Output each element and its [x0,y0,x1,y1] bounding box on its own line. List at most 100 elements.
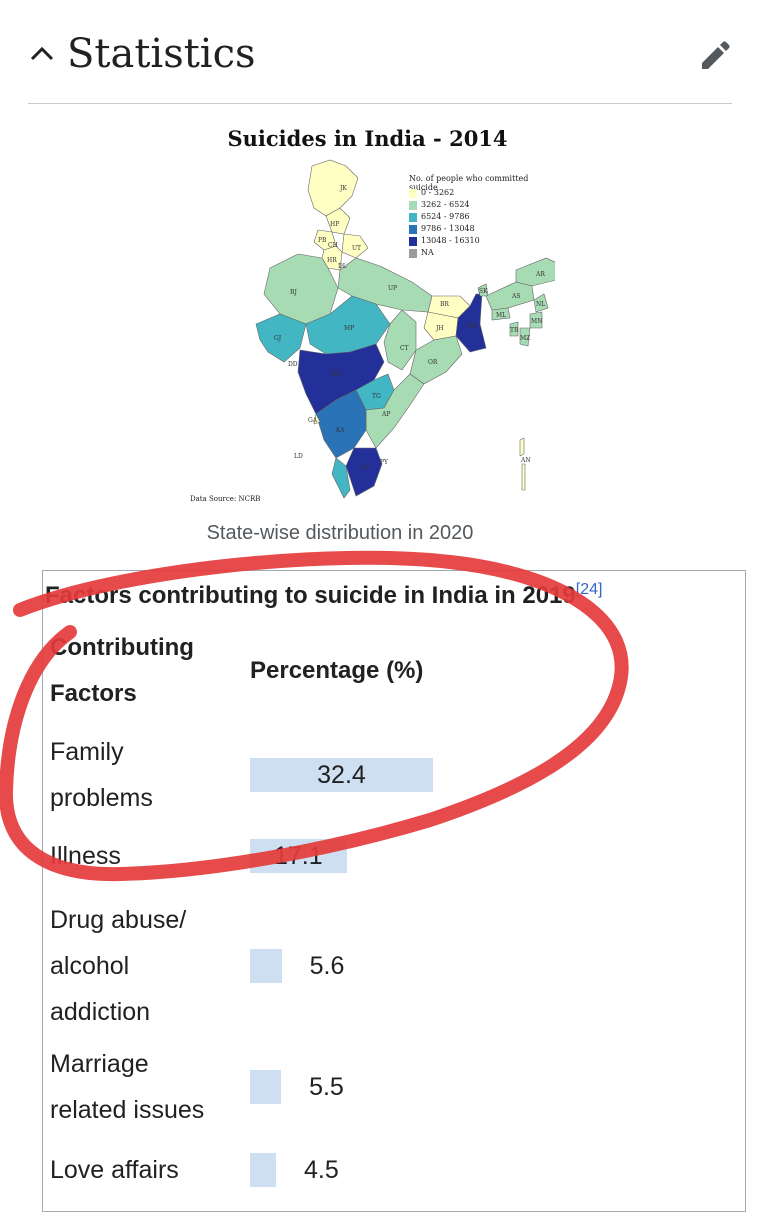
label-sk: SK [479,288,488,295]
state-an [519,437,526,491]
row-factor-label: Love affairs [50,1156,179,1184]
state-ga [313,413,321,425]
legend-swatch [409,224,417,234]
legend-item: 13048 - 16310 [409,236,480,247]
label-tr: TR [510,327,519,334]
label-tg: TG [372,393,381,400]
label-ch: CH [328,242,338,249]
legend-title: No. of people who committed suicide [409,174,529,192]
legend-item: 6524 - 9786 [409,212,470,223]
percentage-value: 17.1 [273,842,323,870]
label-dd: DD [288,361,298,368]
state-kl [331,457,351,499]
row-factor-label: Illness [50,842,121,870]
state-gj [255,313,307,363]
state-nl [533,293,549,313]
legend-swatch [409,236,417,246]
legend-swatch [409,200,417,210]
state-mz [519,327,531,347]
section-divider [28,103,732,104]
label-pb: PB [318,237,327,244]
legend-item: 0 - 3262 [409,188,454,199]
state-tn [345,447,383,497]
state-mp [305,295,391,355]
label-br: BR [440,301,449,308]
row-factor-label: Marriage related issues [50,1050,205,1124]
label-mh: MH [330,371,341,378]
label-ml: ML [496,312,506,319]
percentage-bar [250,1153,276,1187]
india-suicide-map-figure[interactable]: JK HP PB CH UT HR DL RJ UP BR SK AR AS N… [180,118,555,518]
legend-swatch [409,188,417,198]
label-ut: UT [352,245,361,252]
legend-label: 9786 - 13048 [421,224,475,233]
label-tn: TN [360,465,369,472]
label-mn: MN [531,318,542,325]
figure-caption: State-wise distribution in 2020 [206,522,474,544]
legend-swatch [409,212,417,222]
india-choropleth-map: JK HP PB CH UT HR DL RJ UP BR SK AR AS N… [255,159,555,499]
column-header-percentage: Percentage (%) [250,657,424,684]
label-ar: AR [535,271,545,278]
legend-item: 9786 - 13048 [409,224,475,235]
label-as: AS [511,293,520,300]
label-jh: JH [435,325,444,332]
label-mz: MZ [520,335,530,342]
label-wb: WB [466,323,477,330]
section-title: Statistics [67,31,256,77]
state-ml [491,307,511,321]
label-rj: RJ [290,289,298,296]
chevron-up-icon[interactable] [28,40,56,68]
label-jk: JK [339,185,347,192]
legend-item: NA [409,248,434,259]
percentage-bar [250,949,282,983]
state-ka [315,389,367,459]
label-ld: LD [294,453,303,460]
legend-swatch [409,248,417,258]
legend-label: NA [421,248,434,257]
legend-label: 13048 - 16310 [421,236,480,245]
percentage-bar [250,1070,282,1104]
label-mp: MP [344,325,354,332]
legend-label: 3262 - 6524 [421,200,470,209]
section-header[interactable]: Statistics [0,0,760,104]
state-mn [529,311,543,329]
data-source-note: Data Source: NCRB [190,495,261,503]
percentage-value: 4.5 [304,1156,339,1184]
row-factor-label: Drug abuse/alcohol addiction [50,906,187,1026]
label-gj: GJ [274,335,282,342]
state-tr [509,321,519,337]
label-hp: HP [330,221,339,228]
label-hr: HR [327,257,337,264]
state-hp [325,207,351,235]
table-title: Factors contributing to suicide in India… [45,581,603,609]
label-or: OR [428,359,438,366]
state-ap [365,373,425,449]
label-nl: NL [536,301,545,308]
state-wb [455,293,487,353]
state-jk [307,159,359,217]
label-dl: DL [338,263,347,270]
label-an: AN [520,457,531,464]
label-up: UP [388,285,397,292]
row-factor-label: Family problems [50,738,153,812]
state-ut [341,233,369,259]
state-ct [383,309,417,371]
state-as [485,281,535,311]
pencil-edit-icon[interactable] [694,36,734,76]
percentage-value: 5.6 [309,952,345,980]
label-ka: KA [336,427,345,434]
legend-label: 0 - 3262 [421,188,455,197]
percentage-value: 32.4 [317,761,366,789]
label-py: PY [380,459,389,466]
label-ga: GA [308,417,318,424]
percentage-value: 5.5 [309,1073,344,1101]
legend-label: 6524 - 9786 [421,212,470,221]
reference-link[interactable]: [24] [575,581,603,598]
column-header-factors: Contributing Factors [50,634,194,707]
factors-table: Factors contributing to suicide in India… [42,570,746,1212]
map-title: Suicides in India - 2014 [227,126,508,151]
label-ap: AP [381,411,390,418]
state-rj [263,253,339,325]
label-ct: CT [400,345,409,352]
